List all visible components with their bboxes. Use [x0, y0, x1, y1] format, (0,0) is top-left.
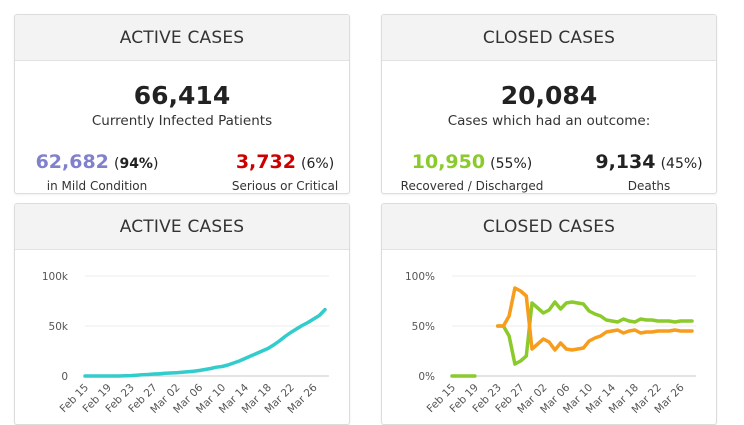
series-line-active-cases	[83, 307, 327, 378]
deaths-stat: 9,134 (45%) Deaths	[584, 151, 714, 193]
mild-pct: 94%	[119, 156, 153, 172]
active-cases-panel: ACTIVE CASES 66,414 Currently Infected P…	[14, 14, 350, 194]
recovered-stat: 10,950 (55%) Recovered / Discharged	[392, 151, 552, 193]
y-tick-label: 0%	[418, 371, 435, 383]
deaths-value: 9,134	[595, 151, 656, 173]
closed-cases-total-label: Cases which had an outcome:	[447, 113, 651, 129]
closed-chart-header: CLOSED CASES	[382, 204, 716, 250]
y-tick-label: 50k	[49, 321, 69, 333]
recovered-value: 10,950	[411, 151, 486, 173]
deaths-label: Deaths	[627, 179, 671, 193]
deaths-pct: 45%	[666, 156, 698, 172]
mild-label: in Mild Condition	[46, 179, 148, 193]
series-line-recovery-rate	[450, 300, 694, 378]
recovered-pct: 55%	[495, 156, 527, 172]
y-tick-label: 50%	[412, 321, 435, 333]
y-tick-label: 0	[61, 371, 68, 383]
active-chart-header: ACTIVE CASES	[15, 204, 349, 250]
mild-condition-stat: 62,682 (94%) in Mild Condition	[27, 151, 167, 193]
active-cases-total-label: Currently Infected Patients	[91, 113, 273, 129]
y-tick-label: 100%	[405, 271, 435, 283]
active-chart-panel: ACTIVE CASES 0 50k 100k Feb 15 Feb 19 Feb 23 F…	[14, 203, 350, 425]
closed-cases-header: CLOSED CASES	[382, 15, 716, 61]
active-cases-header: ACTIVE CASES	[15, 15, 349, 61]
closed-chart-panel: CLOSED CASES 0% 50% 100% Feb 15 Feb 19 Feb 23…	[381, 203, 717, 425]
recovered-label: Recovered / Discharged	[400, 179, 544, 193]
serious-label: Serious or Critical	[231, 179, 339, 193]
active-cases-total: 66,414	[133, 81, 231, 110]
series-line-death-rate	[495, 286, 694, 352]
closed-cases-total: 20,084	[500, 81, 598, 110]
serious-pct: 6%	[306, 156, 329, 172]
serious-critical-stat: 3,732 (6%) Serious or Critical	[215, 151, 349, 193]
serious-value: 3,732	[235, 151, 296, 173]
closed-cases-panel: CLOSED CASES 20,084 Cases which had an o…	[381, 14, 717, 194]
y-tick-label: 100k	[42, 271, 69, 283]
mild-value: 62,682	[35, 151, 109, 173]
